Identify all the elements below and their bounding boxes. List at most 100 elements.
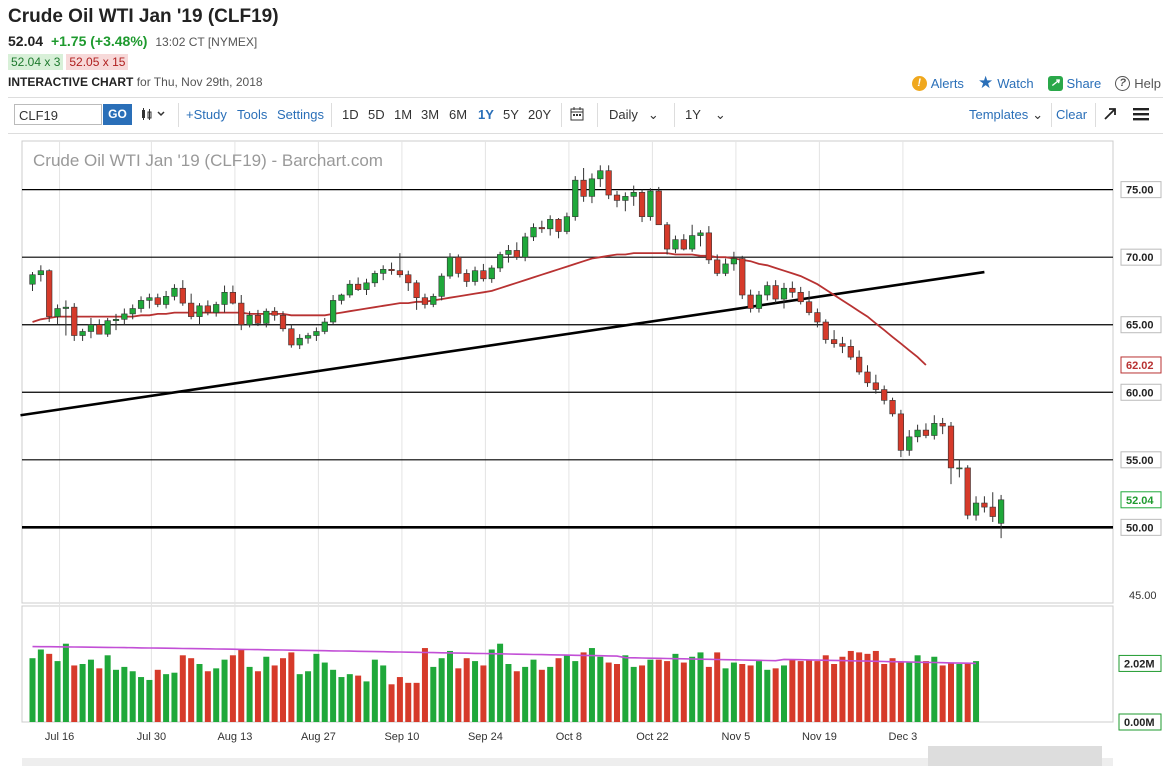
- x-tick-label: Oct 8: [556, 731, 582, 743]
- volume-bar: [764, 669, 771, 722]
- volume-bar: [572, 661, 579, 722]
- x-tick-label: Dec 3: [889, 731, 918, 743]
- templates-button[interactable]: Templates ⌄: [969, 107, 1043, 123]
- range-value: 1Y: [685, 107, 701, 122]
- quote-time: 13:02 CT [NYMEX]: [155, 35, 258, 49]
- candle-body: [989, 506, 996, 517]
- volume-bar: [246, 666, 253, 722]
- period-5d[interactable]: 5D: [368, 107, 385, 122]
- clear-button[interactable]: Clear: [1056, 107, 1088, 122]
- bid-ask: 52.04 x 3 52.05 x 15: [8, 54, 129, 70]
- candle-body: [605, 170, 612, 196]
- candle-body: [647, 190, 654, 217]
- tools-button[interactable]: Tools: [237, 107, 268, 122]
- volume-bar: [371, 659, 378, 722]
- period-3m[interactable]: 3M: [421, 107, 440, 122]
- share-link[interactable]: ↗ Share: [1047, 73, 1101, 93]
- volume-bar: [781, 665, 787, 722]
- period-1y[interactable]: 1Y: [478, 107, 494, 122]
- settings-button[interactable]: Settings: [277, 107, 324, 122]
- volume-bar: [296, 674, 303, 722]
- chart-type-icon[interactable]: [141, 107, 169, 124]
- candle-body: [780, 287, 788, 300]
- x-tick-label: Aug 13: [217, 731, 252, 743]
- candle-body: [221, 291, 228, 305]
- interactive-chart-title: INTERACTIVE CHART: [8, 75, 134, 89]
- menu-icon[interactable]: [1133, 107, 1149, 124]
- volume-bar: [881, 664, 888, 722]
- candle-body: [405, 274, 412, 284]
- last-price-box: [1120, 491, 1162, 509]
- period-1m[interactable]: 1M: [394, 107, 413, 122]
- candle-body: [663, 224, 671, 250]
- volume-bar: [931, 656, 938, 722]
- candle-body: [87, 324, 95, 332]
- volume-bar: [831, 664, 838, 722]
- volume-bar: [655, 659, 662, 722]
- candle-body: [246, 314, 253, 326]
- x-tick-label: Aug 27: [301, 731, 336, 743]
- trendline: [20, 270, 985, 417]
- volume-bar: [948, 662, 954, 722]
- candle-body: [522, 236, 529, 258]
- alerts-link[interactable]: ! Alerts: [911, 73, 964, 93]
- volume-bar: [138, 677, 145, 722]
- volume-bar: [146, 679, 153, 722]
- watch-link[interactable]: ★ Watch: [978, 73, 1034, 93]
- period-1d[interactable]: 1D: [342, 107, 359, 122]
- candle-body: [79, 331, 86, 336]
- volume-bar: [722, 668, 729, 722]
- go-button[interactable]: GO: [103, 104, 132, 125]
- share-icon: ↗: [1047, 75, 1063, 91]
- calendar-icon[interactable]: [570, 107, 584, 124]
- candle-body: [304, 335, 312, 339]
- volume-bar: [689, 656, 696, 722]
- help-link[interactable]: ? Help: [1115, 73, 1161, 93]
- candle-body: [238, 302, 245, 326]
- volume-bar: [62, 643, 69, 722]
- volume-bar: [814, 661, 821, 722]
- volume-bar: [906, 662, 913, 722]
- candle-body: [388, 269, 395, 271]
- period-6m[interactable]: 6M: [449, 107, 468, 122]
- chart-title: Crude Oil WTI Jan '19 (CLF19) - Barchart…: [33, 151, 383, 170]
- volume-bar: [288, 652, 295, 722]
- volume-bar: [54, 661, 61, 722]
- symbol-input[interactable]: CLF19: [14, 104, 102, 125]
- volume-panel-frame: [21, 605, 1114, 723]
- candle-body: [288, 328, 295, 346]
- candle-body: [714, 259, 721, 274]
- volume-bar: [639, 665, 646, 722]
- volume-bar: [37, 649, 44, 722]
- candle-body: [338, 294, 345, 301]
- interactive-chart-date: for Thu, Nov 29th, 2018: [136, 75, 263, 89]
- x-tick-label: Jul 16: [45, 731, 74, 743]
- range-select[interactable]: 1Y ⌄: [685, 107, 726, 123]
- y-tick-label-box: [1120, 518, 1162, 536]
- volume-bar: [755, 661, 762, 722]
- ask-badge: 52.05 x 15: [66, 54, 129, 70]
- volume-bar: [538, 669, 545, 722]
- volume-bar: [196, 664, 203, 722]
- period-20y[interactable]: 20Y: [528, 107, 552, 122]
- volume-bar: [730, 662, 737, 722]
- period-5y[interactable]: 5Y: [503, 107, 519, 122]
- volume-bar: [497, 643, 504, 722]
- y-tick-label: 50.00: [1126, 522, 1154, 534]
- candle-body: [613, 194, 621, 201]
- volume-bar: [680, 662, 687, 722]
- y-tick-label: 55.00: [1126, 455, 1154, 467]
- volume-bar: [87, 659, 94, 722]
- candle-body: [914, 429, 921, 438]
- volume-bar: [163, 674, 170, 722]
- candle-body: [847, 346, 854, 358]
- interval-select[interactable]: Daily ⌄: [609, 107, 659, 123]
- expand-icon[interactable]: [1103, 107, 1117, 124]
- volume-zero-label: 0.00M: [1124, 717, 1155, 729]
- y-tick-label: 60.00: [1126, 387, 1154, 399]
- candle-body: [488, 267, 495, 280]
- study-button[interactable]: +Study: [186, 107, 227, 122]
- candle-body: [179, 287, 186, 304]
- volume-bar: [405, 682, 412, 722]
- volume-bar: [363, 681, 370, 722]
